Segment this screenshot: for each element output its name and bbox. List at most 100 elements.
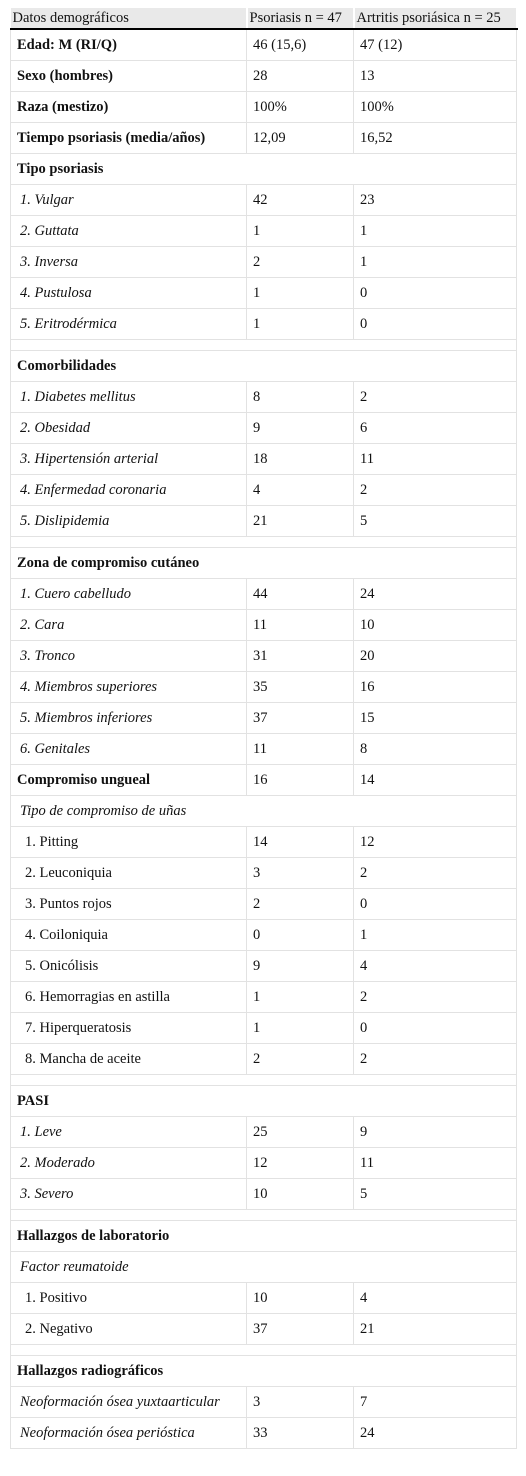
value-cell: 9 (246, 412, 354, 444)
row-label: 8. Mancha de aceite (10, 1043, 247, 1075)
row-label: 5. Dislipidemia (10, 505, 247, 537)
section-label: Comorbilidades (10, 350, 517, 382)
value-cell: 35 (246, 671, 354, 703)
value-cell: 0 (246, 919, 354, 951)
value-cell: 31 (246, 640, 354, 672)
table-row: 5. Eritrodérmica 1 0 (10, 308, 517, 340)
value-cell: 47 (12) (353, 28, 517, 61)
header-cell: Datos demográficos (10, 8, 248, 30)
row-label: Neoformación ósea yuxtaarticular (10, 1386, 247, 1418)
value-cell: 16 (353, 671, 517, 703)
row-label: 1. Pitting (10, 826, 247, 858)
value-cell: 37 (246, 702, 354, 734)
value-cell: 11 (353, 1147, 517, 1179)
table-row: 1. Positivo 10 4 (10, 1282, 517, 1314)
section-label: PASI (10, 1085, 517, 1117)
table-row: 3. Severo 10 5 (10, 1178, 517, 1210)
value-cell: 10 (246, 1282, 354, 1314)
table-row: Edad: M (RI/Q) 46 (15,6) 47 (12) (10, 28, 517, 61)
row-label: 3. Puntos rojos (10, 888, 247, 920)
value-cell: 7 (353, 1386, 517, 1418)
section-label: Zona de compromiso cutáneo (10, 547, 517, 579)
value-cell: 12 (246, 1147, 354, 1179)
table-row: Tipo de compromiso de uñas (10, 795, 517, 827)
value-cell: 4 (353, 950, 517, 982)
table-row: 8. Mancha de aceite 2 2 (10, 1043, 517, 1075)
table-row: 2. Moderado 12 11 (10, 1147, 517, 1179)
table-row: 3. Tronco 31 20 (10, 640, 517, 672)
value-cell: 1 (246, 308, 354, 340)
row-label: Raza (mestizo) (10, 91, 247, 123)
value-cell: 16,52 (353, 122, 517, 154)
value-cell: 24 (353, 1417, 517, 1449)
value-cell: 8 (353, 733, 517, 765)
value-cell: 21 (353, 1313, 517, 1345)
table-row: Factor reumatoide (10, 1251, 517, 1283)
table-row: Compromiso ungueal 16 14 (10, 764, 517, 796)
table-row: 2. Guttata 1 1 (10, 215, 517, 247)
value-cell: 1 (246, 1012, 354, 1044)
value-cell: 12,09 (246, 122, 354, 154)
value-cell: 33 (246, 1417, 354, 1449)
table-row: 3. Puntos rojos 2 0 (10, 888, 517, 920)
value-cell: 4 (353, 1282, 517, 1314)
table-row: 1. Diabetes mellitus 8 2 (10, 381, 517, 413)
row-label: 1. Vulgar (10, 184, 247, 216)
value-cell: 21 (246, 505, 354, 537)
row-label: 3. Severo (10, 1178, 247, 1210)
spacer-cell (10, 536, 517, 548)
row-label: 1. Positivo (10, 1282, 247, 1314)
spacer-row (10, 1344, 517, 1356)
table-row: PASI (10, 1085, 517, 1117)
table-row: 6. Genitales 11 8 (10, 733, 517, 765)
row-label: 3. Hipertensión arterial (10, 443, 247, 475)
row-label: Sexo (hombres) (10, 60, 247, 92)
table-row: 5. Onicólisis 9 4 (10, 950, 517, 982)
value-cell: 0 (353, 277, 517, 309)
value-cell: 10 (353, 609, 517, 641)
data-table: Datos demográficos Psoriasis n = 47 Artr… (10, 8, 518, 1449)
table-row: Zona de compromiso cutáneo (10, 547, 517, 579)
value-cell: 11 (353, 443, 517, 475)
row-label: 2. Moderado (10, 1147, 247, 1179)
value-cell: 1 (353, 215, 517, 247)
value-cell: 24 (353, 578, 517, 610)
table-row: 2. Cara 11 10 (10, 609, 517, 641)
table-row: Neoformación ósea perióstica 33 24 (10, 1417, 517, 1449)
value-cell: 3 (246, 857, 354, 889)
value-cell: 42 (246, 184, 354, 216)
value-cell: 9 (353, 1116, 517, 1148)
spacer-cell (10, 1209, 517, 1221)
table-row: Hallazgos de laboratorio (10, 1220, 517, 1252)
value-cell: 1 (353, 919, 517, 951)
section-label: Hallazgos radiográficos (10, 1355, 517, 1387)
row-label: 4. Pustulosa (10, 277, 247, 309)
value-cell: 0 (353, 1012, 517, 1044)
value-cell: 0 (353, 888, 517, 920)
value-cell: 20 (353, 640, 517, 672)
value-cell: 25 (246, 1116, 354, 1148)
value-cell: 2 (246, 888, 354, 920)
spacer-row (10, 339, 517, 351)
table-row: Sexo (hombres) 28 13 (10, 60, 517, 92)
value-cell: 5 (353, 505, 517, 537)
row-label: 1. Leve (10, 1116, 247, 1148)
value-cell: 23 (353, 184, 517, 216)
table-row: 5. Dislipidemia 21 5 (10, 505, 517, 537)
row-label: 5. Onicólisis (10, 950, 247, 982)
value-cell: 44 (246, 578, 354, 610)
value-cell: 14 (246, 826, 354, 858)
header-cell: Psoriasis n = 47 (246, 8, 355, 30)
section-label: Factor reumatoide (10, 1251, 517, 1283)
row-label: 6. Genitales (10, 733, 247, 765)
table-row: 2. Negativo 37 21 (10, 1313, 517, 1345)
table-row: 2. Obesidad 9 6 (10, 412, 517, 444)
table-row: 3. Hipertensión arterial 18 11 (10, 443, 517, 475)
header-cell: Artritis psoriásica n = 25 (353, 8, 518, 30)
table-row: 1. Pitting 14 12 (10, 826, 517, 858)
value-cell: 4 (246, 474, 354, 506)
row-label: 5. Eritrodérmica (10, 308, 247, 340)
table-row: 3. Inversa 2 1 (10, 246, 517, 278)
value-cell: 13 (353, 60, 517, 92)
